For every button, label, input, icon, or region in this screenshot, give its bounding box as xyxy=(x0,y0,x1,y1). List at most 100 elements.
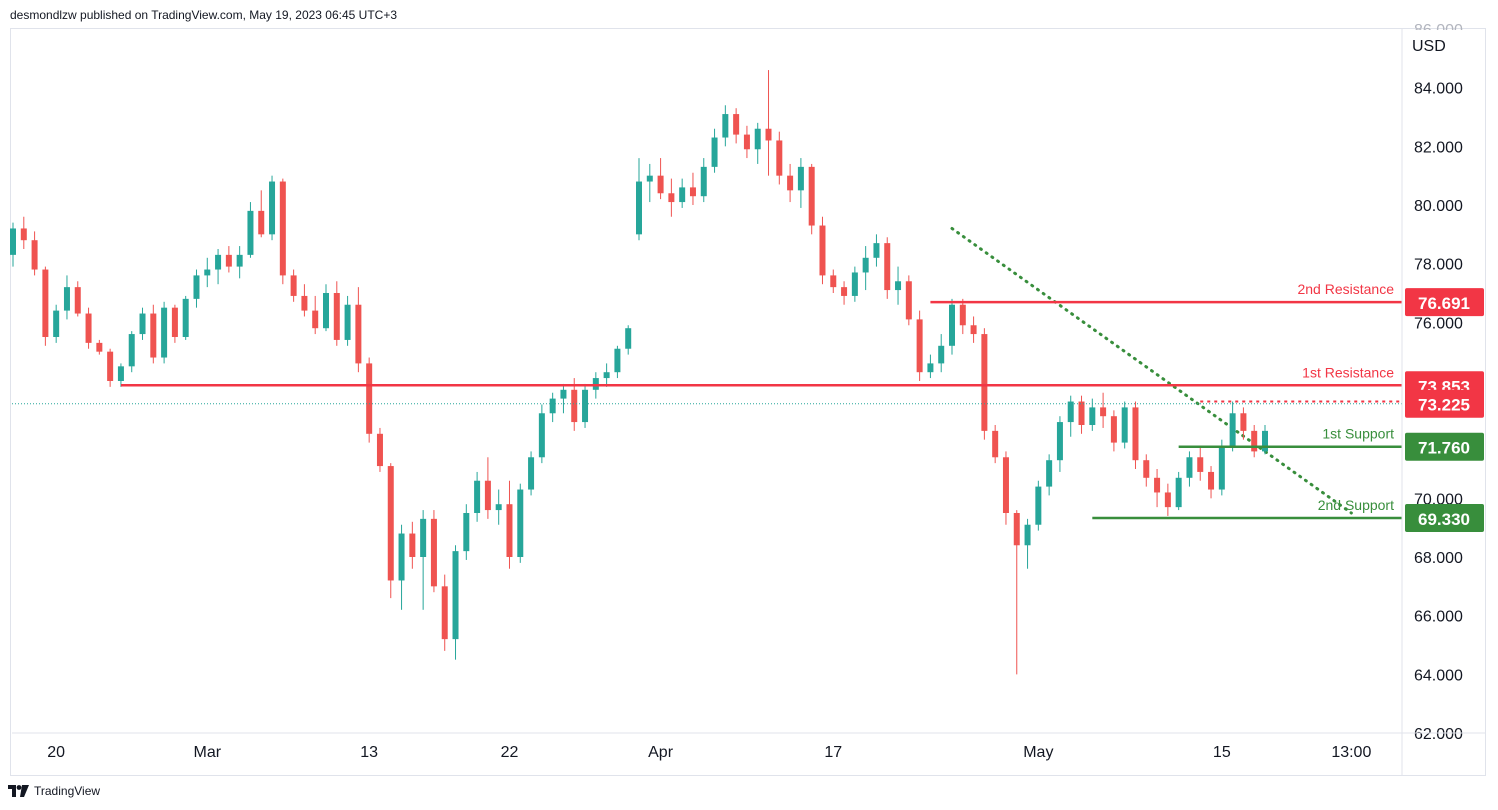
chart-frame xyxy=(10,28,1486,776)
candle-body xyxy=(668,193,675,203)
candle-body xyxy=(247,210,254,255)
resistance-level-badge-text: 76.691 xyxy=(1418,294,1470,313)
tradingview-logo-icon xyxy=(8,785,29,797)
candle-body xyxy=(517,489,524,557)
last-price-badge-text: 73.225 xyxy=(1418,396,1470,415)
resistance-level-label: 2nd Resistance xyxy=(1297,281,1394,297)
candle-body xyxy=(430,518,437,587)
candle-body xyxy=(614,348,621,373)
candle-body xyxy=(625,328,632,349)
price-tick-label: 76.000 xyxy=(1414,315,1463,332)
candle-body xyxy=(862,257,869,273)
candle-body xyxy=(484,480,491,511)
last-price-badge xyxy=(1405,389,1484,418)
candle-body xyxy=(1067,401,1074,423)
tradingview-brand: TradingView xyxy=(34,784,101,798)
candle-body xyxy=(290,275,297,296)
candle-body xyxy=(851,272,858,296)
candle-body xyxy=(657,175,664,194)
time-tick-label: 20 xyxy=(47,744,65,761)
candle-body xyxy=(117,366,124,381)
price-tick-label: 78.000 xyxy=(1414,257,1463,274)
candle-body xyxy=(139,313,146,335)
candle-body xyxy=(733,114,740,135)
support-level-badge xyxy=(1405,432,1484,461)
time-tick-label: 22 xyxy=(501,744,519,761)
price-chart[interactable]: 2nd Resistance 1st Resistance 1st Support 2… xyxy=(0,0,1498,780)
candle-body xyxy=(182,298,189,337)
candle-body xyxy=(42,269,49,337)
candle-body xyxy=(754,128,761,150)
time-tick-label: 17 xyxy=(824,744,842,761)
candle-body xyxy=(171,307,178,337)
candle-body xyxy=(1100,407,1107,417)
tradingview-logo[interactable]: TradingView xyxy=(8,784,100,798)
candle-body xyxy=(1078,401,1085,425)
candle-body xyxy=(722,114,729,138)
candle-body xyxy=(225,254,232,267)
candle-body xyxy=(981,334,988,431)
currency-label: USD xyxy=(1412,38,1446,55)
publication-header: desmondlzw published on TradingView.com,… xyxy=(10,8,398,22)
candle-body xyxy=(808,166,815,226)
candle-body xyxy=(31,240,38,270)
candle-body xyxy=(161,307,168,358)
candle-body xyxy=(333,293,340,340)
support-level-label: 2nd Support xyxy=(1318,497,1394,513)
candle-body xyxy=(1208,471,1215,490)
candle-body xyxy=(582,389,589,423)
candle-body xyxy=(679,187,686,203)
candle-body xyxy=(269,181,276,235)
price-tick-label: 68.000 xyxy=(1414,550,1463,567)
candle-body xyxy=(323,293,329,329)
candle-body xyxy=(474,480,481,513)
candle-body xyxy=(366,363,373,434)
price-tick-label: 64.000 xyxy=(1414,667,1463,684)
candle-body xyxy=(765,128,772,141)
trendline-layer xyxy=(950,226,1353,515)
candle-body xyxy=(409,533,416,557)
candle-body xyxy=(1056,422,1063,461)
candle-body xyxy=(463,513,470,552)
candle-body xyxy=(387,466,394,581)
candle-body xyxy=(312,310,319,329)
candle-body xyxy=(398,533,405,581)
candle-body xyxy=(830,275,837,288)
candle-body xyxy=(236,254,243,267)
trendline xyxy=(950,226,1353,515)
candle-body xyxy=(506,504,513,557)
price-tick-label: 66.000 xyxy=(1414,609,1463,626)
candle-body xyxy=(355,304,362,364)
candle-body xyxy=(743,134,750,150)
time-tick-label: 13 xyxy=(360,744,378,761)
candle-body xyxy=(344,304,351,340)
candle-body xyxy=(689,187,696,197)
candle-body xyxy=(538,413,545,458)
candle-body xyxy=(949,304,955,346)
time-tick-label: 15 xyxy=(1213,744,1231,761)
candle-body xyxy=(452,551,459,640)
price-tick-label: 62.000 xyxy=(1414,726,1463,743)
candle-body xyxy=(441,586,448,640)
candle-body xyxy=(1262,430,1268,452)
time-tick-label: May xyxy=(1023,744,1053,761)
candle-body xyxy=(1035,486,1042,525)
currency-mask xyxy=(1403,30,1485,55)
candle-body xyxy=(560,389,567,399)
candle-body xyxy=(873,243,880,258)
candle-body xyxy=(592,378,599,390)
candle-body xyxy=(1132,407,1139,461)
levels-layer: 2nd Resistance 1st Resistance 1st Support 2… xyxy=(12,281,1402,520)
candle-body xyxy=(1164,492,1171,508)
support-level-badge-text: 71.760 xyxy=(1418,439,1470,458)
candle-body xyxy=(938,345,945,364)
candle-body xyxy=(1251,430,1258,452)
candle-body xyxy=(63,287,70,311)
candle-body xyxy=(776,140,783,176)
candle-body xyxy=(96,342,103,352)
candle-body xyxy=(53,310,60,337)
candle-body xyxy=(1218,445,1225,490)
candles-layer xyxy=(10,70,1268,675)
candle-body xyxy=(376,433,383,467)
candle-body xyxy=(85,313,92,343)
